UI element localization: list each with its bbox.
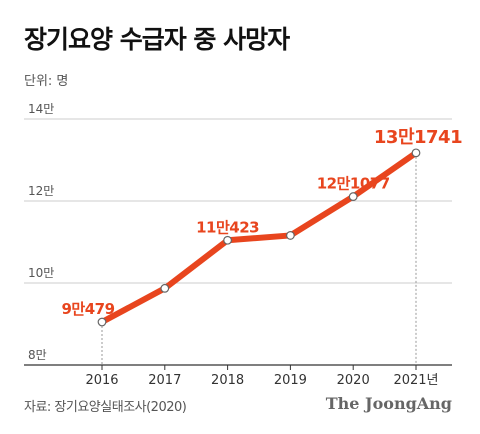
y-tick-label: 14만 [28,102,54,116]
y-tick-label: 10만 [28,266,54,280]
data-label: 9만479 [61,300,114,318]
x-tick-label: 2020 [337,373,370,388]
x-tick-label: 2019 [274,373,307,388]
series-line [99,149,419,326]
data-point [160,283,170,293]
y-tick-label: 12만 [28,184,54,198]
data-point [286,231,295,240]
source-note: 자료: 장기요양실태조사(2020) [24,400,187,415]
data-label: 13만1741 [374,127,462,148]
data-point [97,317,107,327]
data-label: 11만423 [196,218,259,236]
x-tick-label: 2021년 [393,373,438,388]
chart-title: 장기요양 수급자 중 사망자 [24,25,290,54]
brand-logo: The JoongAng [325,394,452,413]
data-point [411,148,421,158]
unit-label: 단위: 명 [24,74,69,89]
x-tick-label: 2016 [85,373,118,388]
data-point [223,235,233,245]
x-tick-label: 2018 [211,373,244,388]
data-point [348,192,358,201]
y-tick-label: 8만 [28,348,47,362]
data-label: 12만1077 [317,175,390,193]
x-tick-label: 2017 [148,373,181,388]
